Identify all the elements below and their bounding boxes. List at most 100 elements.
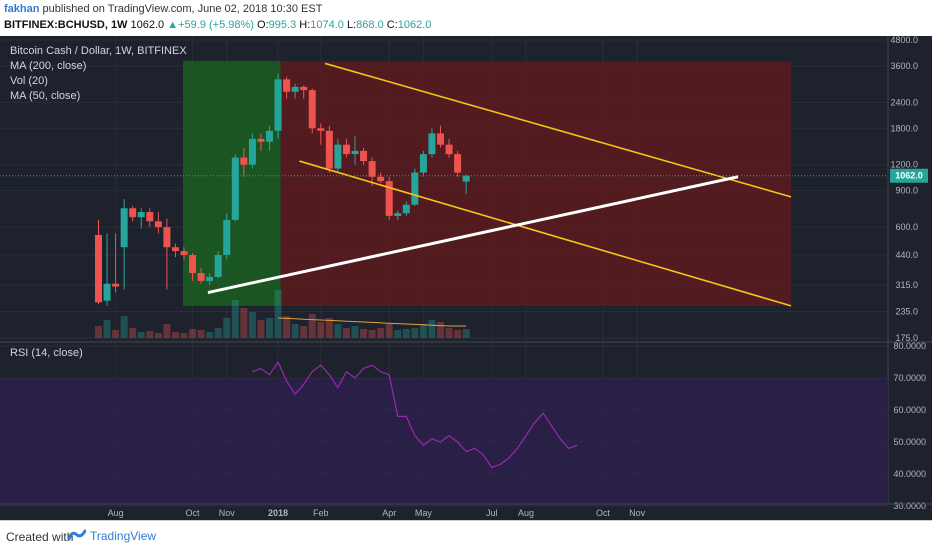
symbol-label: BITFINEX:BCHUSD, 1W: [4, 19, 128, 31]
candle-body-38: [419, 154, 427, 173]
rsi-tick-label-0: 80.0000: [893, 341, 926, 351]
candle-body-26: [317, 128, 325, 131]
price-tick-label-2: 2400.0: [890, 97, 918, 107]
volume-bar-16: [231, 300, 239, 338]
volume-bar-11: [189, 329, 197, 338]
tradingview-brand[interactable]: TradingView: [90, 529, 157, 543]
candle-body-8: [163, 227, 171, 248]
volume-bar-40: [437, 322, 444, 338]
candle-body-6: [146, 211, 154, 222]
candle-43: [462, 174, 470, 194]
candle-34: [385, 176, 393, 220]
candle-37: [411, 168, 419, 206]
price-tick-label-8: 315.0: [895, 280, 918, 290]
legend-ma200[interactable]: MA (200, close): [10, 60, 87, 72]
volume-bar-21: [274, 290, 282, 338]
rsi-line: [252, 360, 578, 469]
price-chart[interactable]: 4800.0 3600.0 2400.0 1800.0 1200.0 900.0 600.0…: [0, 36, 932, 520]
volume-bar-30: [351, 326, 359, 338]
rsi-tick-label-3: 50.0000: [893, 437, 926, 447]
candle-21: [274, 73, 282, 139]
time-label-2: Nov: [219, 508, 236, 518]
candle-6: [146, 208, 154, 228]
candle-35: [394, 210, 402, 220]
candle-body-17: [240, 157, 248, 165]
price-tick-label-6: 600.0: [895, 222, 918, 232]
chart-area[interactable]: 4800.0 3600.0 2400.0 1800.0 1200.0 900.0 600.0…: [0, 36, 932, 520]
volume-bar-36: [402, 329, 410, 338]
candle-26: [317, 123, 325, 145]
volume-bar-13: [206, 332, 214, 338]
candle-20: [266, 125, 273, 151]
candle-body-34: [385, 181, 393, 216]
candle-27: [325, 125, 333, 173]
legend-title[interactable]: Bitcoin Cash / Dollar, 1W, BITFINEX: [10, 45, 187, 57]
candle-15: [223, 213, 231, 260]
candle-body-43: [462, 175, 470, 182]
volume-bar-2: [112, 330, 120, 338]
price-tick-label-5: 900.0: [895, 186, 918, 196]
close-label: C:: [386, 19, 398, 31]
price-tick-label-4: 1200.0: [890, 160, 918, 170]
volume-bar-35: [394, 330, 402, 338]
candle-40: [437, 125, 444, 148]
volume-bar-9: [171, 332, 179, 338]
candle-body-22: [283, 79, 291, 92]
candle-38: [419, 150, 427, 177]
time-label-0: Aug: [108, 508, 124, 518]
volume-bar-28: [334, 324, 342, 338]
candle-body-7: [154, 221, 162, 228]
candle-body-39: [428, 133, 436, 155]
time-label-4: Feb: [313, 508, 329, 518]
price-tick-label-7: 440.0: [895, 250, 918, 260]
close-value: 1062.0: [397, 19, 432, 31]
rsi-legend[interactable]: RSI (14, close): [10, 347, 83, 359]
price-tick-label-0: 4800.0: [890, 36, 918, 45]
created-with-text: Created with: [6, 530, 74, 544]
legend-ma50[interactable]: MA (50, close): [10, 90, 81, 102]
volume-bar-4: [129, 328, 137, 338]
candle-33: [377, 172, 385, 183]
time-label-3: 2018: [268, 508, 288, 518]
tradingview-logo-icon[interactable]: [68, 527, 86, 543]
candle-body-40: [437, 133, 444, 145]
volume-bar-6: [146, 331, 154, 338]
candle-body-18: [248, 138, 256, 165]
rsi-tick-label-5: 30.0000: [893, 501, 926, 511]
candle-body-20: [266, 130, 273, 142]
volume-bar-22: [283, 316, 291, 338]
time-label-8: Aug: [518, 508, 534, 518]
volume-bar-0: [95, 326, 102, 338]
candle-14: [214, 251, 222, 279]
candle-body-5: [137, 211, 145, 218]
volume-bar-20: [266, 318, 273, 338]
candle-4: [129, 205, 137, 222]
volume-bar-14: [214, 328, 222, 338]
volume-bar-39: [428, 320, 436, 338]
price-tick-label-9: 235.0: [895, 306, 918, 316]
candle-body-10: [180, 251, 188, 256]
legend-volume[interactable]: Vol (20): [10, 75, 48, 87]
candle-body-23: [291, 86, 299, 92]
time-label-10: Nov: [629, 508, 646, 518]
price-tick-label-10: 175.0: [895, 333, 918, 343]
volume-bar-23: [291, 324, 299, 338]
candle-body-32: [368, 161, 376, 177]
volume-bar-42: [454, 330, 462, 338]
candle-24: [300, 85, 308, 99]
volume-bar-5: [137, 332, 145, 338]
volume-bar-26: [317, 322, 325, 338]
author-name[interactable]: fakhan: [4, 3, 40, 15]
candle-36: [402, 201, 410, 216]
candle-11: [189, 253, 197, 281]
candle-body-16: [231, 157, 239, 220]
candle-body-28: [334, 144, 342, 169]
candle-31: [360, 147, 368, 165]
volume-bar-18: [248, 312, 256, 338]
candle-2: [112, 233, 120, 293]
candle-19: [257, 133, 265, 151]
candle-39: [428, 128, 436, 158]
high-label: H:: [299, 19, 311, 31]
volume-bar-41: [445, 328, 453, 338]
candle-42: [454, 150, 462, 177]
